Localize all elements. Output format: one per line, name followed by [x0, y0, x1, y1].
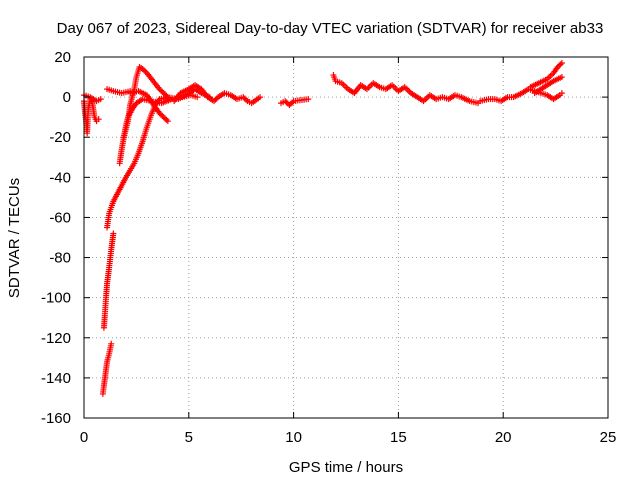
- data-point: [157, 87, 164, 94]
- data-point: [162, 115, 169, 122]
- y-tick-label: -100: [41, 290, 71, 307]
- y-tick-label: -140: [41, 370, 71, 387]
- y-tick-label: -80: [49, 250, 71, 267]
- data-point: [286, 102, 293, 109]
- data-point: [139, 66, 146, 73]
- data-point: [159, 112, 166, 119]
- data-series: [81, 60, 565, 397]
- data-point: [156, 110, 163, 117]
- chart-title: Day 067 of 2023, Sidereal Day-to-day VTE…: [57, 20, 604, 37]
- data-point: [557, 61, 564, 68]
- data-point: [556, 62, 563, 69]
- data-point: [142, 68, 149, 75]
- y-tick-label: -120: [41, 330, 71, 347]
- data-point: [287, 100, 294, 107]
- data-point: [212, 96, 219, 103]
- data-point: [210, 98, 217, 105]
- data-point: [163, 92, 170, 99]
- y-tick-label: -20: [49, 129, 71, 146]
- data-point: [554, 64, 561, 71]
- x-tick-label: 10: [285, 429, 302, 446]
- y-tick-label: -160: [41, 410, 71, 427]
- data-point: [558, 74, 565, 81]
- data-point: [305, 96, 312, 103]
- data-point: [95, 116, 102, 123]
- data-point: [160, 114, 167, 121]
- x-tick-label: 20: [495, 429, 512, 446]
- data-point: [243, 96, 250, 103]
- data-point: [164, 94, 171, 101]
- y-tick-label: -40: [49, 169, 71, 186]
- data-point: [240, 94, 247, 101]
- data-point: [558, 60, 565, 67]
- data-point: [163, 116, 170, 123]
- x-axis-ticks: 0 5 10 15 20 25: [80, 57, 617, 446]
- data-point: [257, 94, 264, 101]
- y-tick-label: -60: [49, 209, 71, 226]
- data-point: [160, 90, 167, 97]
- x-tick-label: 5: [185, 429, 193, 446]
- y-tick-label: 0: [63, 89, 71, 106]
- y-axis-label: SDTVAR / TECUs: [6, 178, 23, 298]
- x-tick-label: 0: [80, 429, 88, 446]
- data-point: [110, 230, 117, 237]
- data-point: [157, 111, 164, 118]
- x-tick-label: 15: [390, 429, 407, 446]
- data-point: [194, 94, 201, 101]
- data-point: [289, 99, 296, 106]
- plot-frame: [83, 56, 609, 419]
- y-tick-label: 20: [54, 49, 71, 66]
- x-axis-label: GPS time / hours: [289, 459, 403, 476]
- data-point: [156, 86, 163, 93]
- grid-lines: [84, 57, 608, 418]
- y-axis-ticks: -160 -140 -120 -100 -80 -60 -40 -20 0 20: [41, 49, 608, 427]
- data-point: [282, 98, 289, 105]
- x-tick-label: 25: [600, 429, 617, 446]
- data-point: [162, 91, 169, 98]
- data-point: [283, 99, 290, 106]
- data-point: [97, 96, 104, 103]
- data-point: [164, 118, 171, 125]
- data-point: [141, 67, 148, 74]
- data-point: [241, 95, 248, 102]
- data-point: [159, 88, 166, 95]
- data-point: [108, 340, 115, 347]
- data-point: [127, 88, 134, 95]
- data-point: [558, 90, 565, 97]
